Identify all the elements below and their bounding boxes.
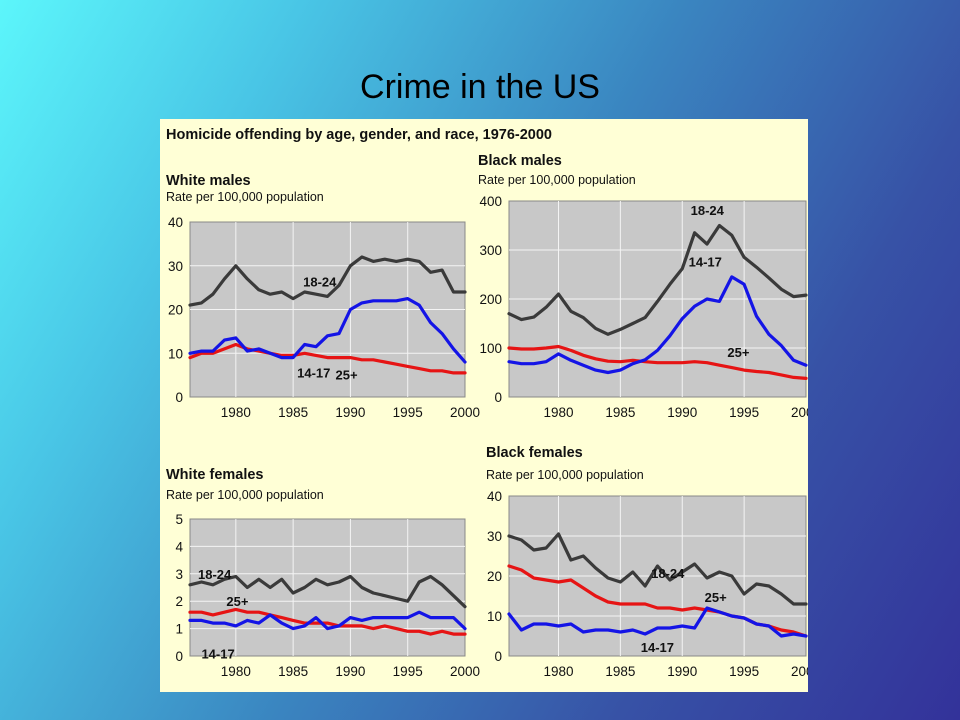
black-females-ytick-label: 10: [487, 609, 502, 624]
white-females-label-14-17: 14-17: [201, 646, 234, 661]
black-males-label-18-24: 18-24: [691, 203, 725, 218]
white-females-ytick-label: 2: [175, 594, 183, 609]
black-females-label-14-17: 14-17: [641, 640, 674, 655]
black-males-xtick-label: 1980: [543, 405, 573, 420]
white-males-label-25plus: 25+: [336, 368, 358, 383]
black-females-ytick-label: 40: [487, 489, 502, 504]
white-males-ytick-label: 40: [168, 215, 183, 230]
white-males-xtick-label: 2000: [450, 405, 480, 420]
black-females-label-18-24: 18-24: [651, 566, 685, 581]
figure-panel: Homicide offending by age, gender, and r…: [160, 119, 808, 692]
white-females-plot-area: [189, 518, 466, 657]
white-males-line-14-17: [188, 297, 467, 364]
white-females-label-18-24: 18-24: [198, 567, 232, 582]
black-males-ytick-label: 200: [479, 292, 502, 307]
white-males-xtick-label: 1985: [278, 405, 308, 420]
black-males-xtick-label: 2000: [791, 405, 808, 420]
white-females-ytick-label: 0: [175, 649, 183, 664]
black-females-ytick-label: 20: [487, 569, 502, 584]
black-females-line-18-24: [507, 532, 808, 606]
black-females-title: Black females: [486, 445, 583, 461]
black-males-line-18-24: [507, 223, 808, 336]
figure-title: Homicide offending by age, gender, and r…: [166, 127, 552, 143]
white-females-line-25plus: [188, 607, 467, 636]
black-males-ytick-label: 0: [494, 390, 502, 405]
black-males-label-14-17: 14-17: [689, 254, 722, 269]
black-females-xtick-label: 1985: [605, 664, 635, 679]
black-males-ytick-label: 100: [479, 341, 502, 356]
white-males-ytick-label: 10: [168, 346, 183, 361]
white-males-xtick-label: 1980: [221, 405, 251, 420]
black-males-ytick-label: 400: [479, 194, 502, 209]
black-males-xtick-label: 1990: [667, 405, 697, 420]
black-females-panel: Black females Rate per 100,000 population…: [486, 445, 808, 679]
white-females-line-14-17: [188, 610, 467, 631]
slide-title: Crime in the US: [360, 68, 600, 106]
black-males-line-14-17: [507, 275, 808, 375]
black-males-subtitle: Rate per 100,000 population: [478, 173, 636, 187]
black-females-ytick-label: 0: [494, 649, 502, 664]
white-males-xtick-label: 1990: [335, 405, 365, 420]
white-females-xtick-label: 1980: [221, 664, 251, 679]
black-males-xtick-label: 1985: [605, 405, 635, 420]
white-females-line-18-24: [188, 574, 467, 609]
white-females-ytick-label: 4: [175, 539, 183, 554]
black-males-xtick-label: 1995: [729, 405, 759, 420]
white-females-xtick-label: 1985: [278, 664, 308, 679]
black-females-line-14-17: [507, 606, 808, 638]
white-males-ytick-label: 20: [168, 303, 183, 318]
white-males-title: White males: [166, 173, 251, 189]
white-females-panel: White females Rate per 100,000 population…: [166, 467, 480, 679]
black-females-subtitle: Rate per 100,000 population: [486, 468, 644, 482]
black-males-title: Black males: [478, 153, 562, 169]
white-males-label-14-17: 14-17: [297, 366, 330, 381]
figure-svg: Homicide offending by age, gender, and r…: [166, 127, 808, 679]
white-males-subtitle: Rate per 100,000 population: [166, 190, 324, 204]
white-females-label-25plus: 25+: [226, 594, 248, 609]
black-females-xtick-label: 2000: [791, 664, 808, 679]
white-females-ytick-label: 3: [175, 567, 183, 582]
black-males-line-25plus: [507, 344, 808, 380]
black-females-xtick-label: 1980: [543, 664, 573, 679]
white-females-ytick-label: 1: [175, 622, 183, 637]
black-males-label-25plus: 25+: [727, 345, 749, 360]
white-males-ytick-label: 0: [175, 390, 183, 405]
white-males-line-18-24: [188, 255, 467, 307]
white-females-ytick-label: 5: [175, 512, 183, 527]
white-females-title: White females: [166, 467, 264, 483]
white-males-label-18-24: 18-24: [303, 275, 337, 290]
black-females-xtick-label: 1990: [667, 664, 697, 679]
black-females-label-25plus: 25+: [705, 590, 727, 605]
white-males-xtick-label: 1995: [393, 405, 423, 420]
black-females-ytick-label: 30: [487, 529, 502, 544]
white-females-xtick-label: 1990: [335, 664, 365, 679]
white-females-xtick-label: 2000: [450, 664, 480, 679]
white-females-xtick-label: 1995: [393, 664, 423, 679]
black-males-ytick-label: 300: [479, 243, 502, 258]
black-females-xtick-label: 1995: [729, 664, 759, 679]
black-males-panel: Black males Rate per 100,000 population 0 1…: [478, 153, 808, 420]
white-females-subtitle: Rate per 100,000 population: [166, 488, 324, 502]
white-males-ytick-label: 30: [168, 259, 183, 274]
white-males-line-25plus: [188, 342, 467, 375]
